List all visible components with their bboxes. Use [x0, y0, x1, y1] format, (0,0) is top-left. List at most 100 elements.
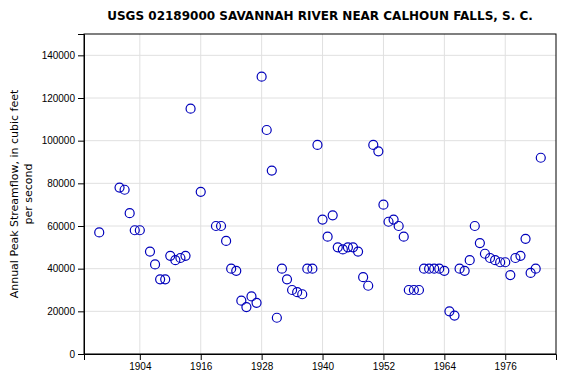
point [506, 271, 515, 280]
x-tick-label: 1904 [129, 361, 152, 372]
y-tick-label: 40000 [47, 263, 75, 274]
point [242, 303, 251, 312]
y-tick-label: 20000 [47, 306, 75, 317]
point [440, 266, 449, 275]
x-tick-mark [323, 354, 324, 360]
y-tick: 120000 [42, 93, 84, 104]
point [196, 187, 205, 196]
x-grid-line [139, 34, 140, 354]
y-tick: 140000 [42, 50, 84, 61]
y-tick: 100000 [42, 135, 84, 146]
point [491, 256, 500, 265]
point [115, 183, 124, 192]
x-tick-mark [505, 354, 506, 360]
point [536, 153, 545, 162]
y-tick-mark [78, 141, 84, 142]
plot-frame [84, 34, 556, 354]
point [389, 215, 398, 224]
y-tick-label: 100000 [42, 135, 76, 146]
point [359, 273, 368, 282]
point [328, 211, 337, 220]
point [247, 292, 256, 301]
y-grid-line [84, 311, 556, 312]
point [521, 234, 530, 243]
point [176, 254, 185, 263]
point [531, 264, 540, 273]
y-tick-mark [78, 311, 84, 312]
point [135, 226, 144, 235]
y-tick-mark [78, 183, 84, 184]
y-axis-title: Annual Peak Streamflow, in cubic feet [8, 89, 21, 298]
point [125, 209, 134, 218]
point [227, 264, 236, 273]
y-tick: 40000 [47, 263, 84, 274]
point [338, 245, 347, 254]
point [252, 298, 261, 307]
x-tick-mark [201, 354, 202, 360]
point [354, 247, 363, 256]
y-tick-label: 80000 [47, 178, 75, 189]
point [414, 286, 423, 295]
x-tick: 1940 [312, 354, 335, 372]
y-grid-line [84, 226, 556, 227]
point [151, 260, 160, 269]
point [171, 256, 180, 265]
point [95, 228, 104, 237]
x-tick-label: 1940 [312, 361, 335, 372]
y-tick-mark [78, 354, 84, 355]
x-grid-line [322, 34, 323, 354]
x-axis: 1904 1916 1928 1940 1952 1964 1976 [85, 354, 557, 372]
y-grid-line [84, 98, 556, 99]
y-axis: 020000400006000080000100000120000140000 [42, 35, 85, 360]
x-grid-line [505, 34, 506, 354]
x-tick: 1904 [129, 354, 152, 372]
point [450, 311, 459, 320]
y-tick-mark [78, 98, 84, 99]
x-tick-mark [262, 354, 263, 360]
points [95, 72, 546, 322]
point [460, 266, 469, 275]
point [323, 232, 332, 241]
point [308, 264, 317, 273]
point [283, 275, 292, 284]
point [501, 258, 510, 267]
point [161, 275, 170, 284]
x-tick: 1976 [495, 354, 518, 372]
point [333, 243, 342, 252]
point [217, 222, 226, 231]
point [394, 222, 403, 231]
y-axis-line [78, 35, 85, 355]
x-tick-mark [383, 354, 384, 360]
point [120, 185, 129, 194]
point [455, 264, 464, 273]
y-tick-mark [78, 55, 84, 56]
point [262, 126, 271, 135]
x-tick-mark [140, 354, 141, 360]
point [181, 251, 190, 260]
point [313, 140, 322, 149]
point [232, 266, 241, 275]
y-tick-label: 140000 [42, 50, 76, 61]
x-grid-line [383, 34, 384, 354]
x-tick-label: 1928 [251, 361, 274, 372]
x-tick-label: 1952 [373, 361, 396, 372]
x-tick: 1964 [434, 354, 457, 372]
point [486, 254, 495, 263]
point [318, 215, 327, 224]
y-tick-label: 0 [69, 349, 75, 360]
y-axis-title: per second [22, 164, 35, 225]
y-tick: 80000 [47, 178, 84, 189]
x-grid-line [200, 34, 201, 354]
x-tick-label: 1976 [495, 361, 518, 372]
point [511, 254, 520, 263]
point [272, 313, 281, 322]
y-tick: 0 [69, 349, 84, 360]
point [369, 140, 378, 149]
y-tick: 20000 [47, 306, 84, 317]
x-tick-label: 1916 [190, 361, 213, 372]
point [379, 200, 388, 209]
x-grid-line [444, 34, 445, 354]
point [257, 72, 266, 81]
grid [84, 34, 556, 354]
title: USGS 02189000 SAVANNAH RIVER NEAR CALHOU… [107, 9, 533, 23]
